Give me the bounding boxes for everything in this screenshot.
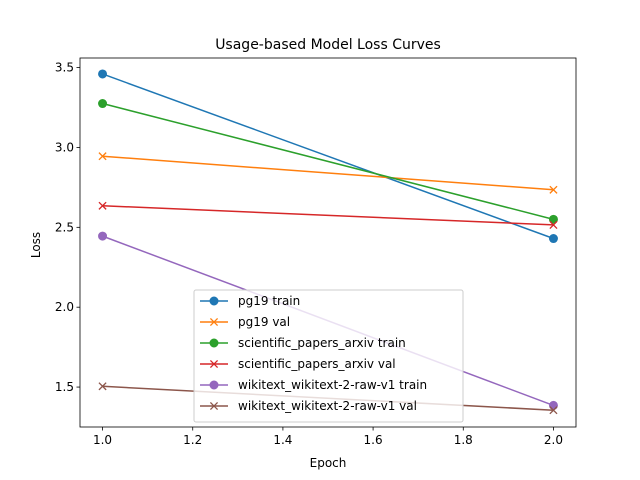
- y-axis-ticks: 1.5 2.0 2.5 3.0 3.5: [55, 61, 80, 394]
- legend-entry: scientific_papers_arxiv train: [200, 336, 406, 350]
- series-0: [98, 69, 558, 244]
- legend-marker: [209, 317, 219, 327]
- data-point: [98, 201, 107, 210]
- legend-label: pg19 train: [238, 294, 300, 308]
- x-axis-ticks: 1.0 1.2 1.4 1.6 1.8 2.0: [93, 427, 563, 447]
- series-1: [98, 152, 558, 194]
- y-tick-label: 2.5: [55, 220, 74, 234]
- legend-entry: wikitext_wikitext-2-raw-v1 val: [200, 399, 417, 413]
- series-line: [102, 205, 554, 226]
- x-marker-stroke: [98, 382, 107, 391]
- series-2: [98, 99, 558, 224]
- legend-entry: scientific_papers_arxiv val: [200, 357, 396, 371]
- legend-marker: [209, 359, 219, 369]
- x-marker-stroke: [209, 401, 219, 411]
- y-tick-label: 3.5: [55, 61, 74, 75]
- x-marker-stroke: [549, 185, 558, 194]
- data-point: [98, 69, 108, 79]
- y-tick-label: 2.0: [55, 300, 74, 314]
- x-marker-stroke: [549, 406, 558, 415]
- legend-entry: pg19 val: [200, 315, 290, 329]
- data-point: [98, 152, 107, 161]
- legend-marker: [209, 380, 219, 390]
- legend-label: pg19 val: [238, 315, 290, 329]
- x-tick-label: 1.0: [93, 433, 112, 447]
- x-tick-label: 1.2: [183, 433, 202, 447]
- series-line: [102, 73, 554, 240]
- data-point: [98, 382, 107, 391]
- legend-marker: [209, 338, 219, 348]
- chart-title: Usage-based Model Loss Curves: [215, 37, 441, 53]
- legend-marker: [209, 401, 219, 411]
- data-point: [549, 220, 558, 229]
- series-3: [98, 201, 558, 229]
- series-line: [102, 102, 554, 221]
- legend: pg19 train pg19 val scientific_papers_arxi…: [193, 289, 464, 423]
- x-axis-label: Epoch: [310, 456, 347, 470]
- legend-label: scientific_papers_arxiv val: [238, 357, 396, 371]
- legend-box: [193, 289, 464, 423]
- legend-entry: pg19 train: [200, 294, 300, 308]
- x-marker-stroke: [209, 359, 219, 369]
- data-point: [549, 406, 558, 415]
- x-marker-stroke: [209, 317, 219, 327]
- series-line: [102, 155, 554, 191]
- y-tick-label: 3.0: [55, 140, 74, 154]
- x-marker-stroke: [98, 152, 107, 161]
- data-point: [549, 185, 558, 194]
- legend-label: scientific_papers_arxiv train: [238, 336, 406, 350]
- legend-marker: [209, 296, 219, 306]
- legend-label: wikitext_wikitext-2-raw-v1 val: [238, 399, 417, 413]
- x-tick-label: 1.4: [273, 433, 292, 447]
- data-point: [98, 231, 108, 241]
- legend-entry: wikitext_wikitext-2-raw-v1 train: [200, 378, 427, 392]
- x-tick-label: 1.8: [454, 433, 473, 447]
- x-tick-label: 2.0: [544, 433, 563, 447]
- data-point: [98, 99, 108, 109]
- x-marker-stroke: [549, 220, 558, 229]
- data-point: [548, 214, 558, 224]
- x-tick-label: 1.6: [364, 433, 383, 447]
- x-marker-stroke: [98, 201, 107, 210]
- data-point: [548, 234, 558, 244]
- y-tick-label: 1.5: [55, 380, 74, 394]
- y-axis-label: Loss: [29, 232, 43, 258]
- legend-label: wikitext_wikitext-2-raw-v1 train: [238, 378, 427, 392]
